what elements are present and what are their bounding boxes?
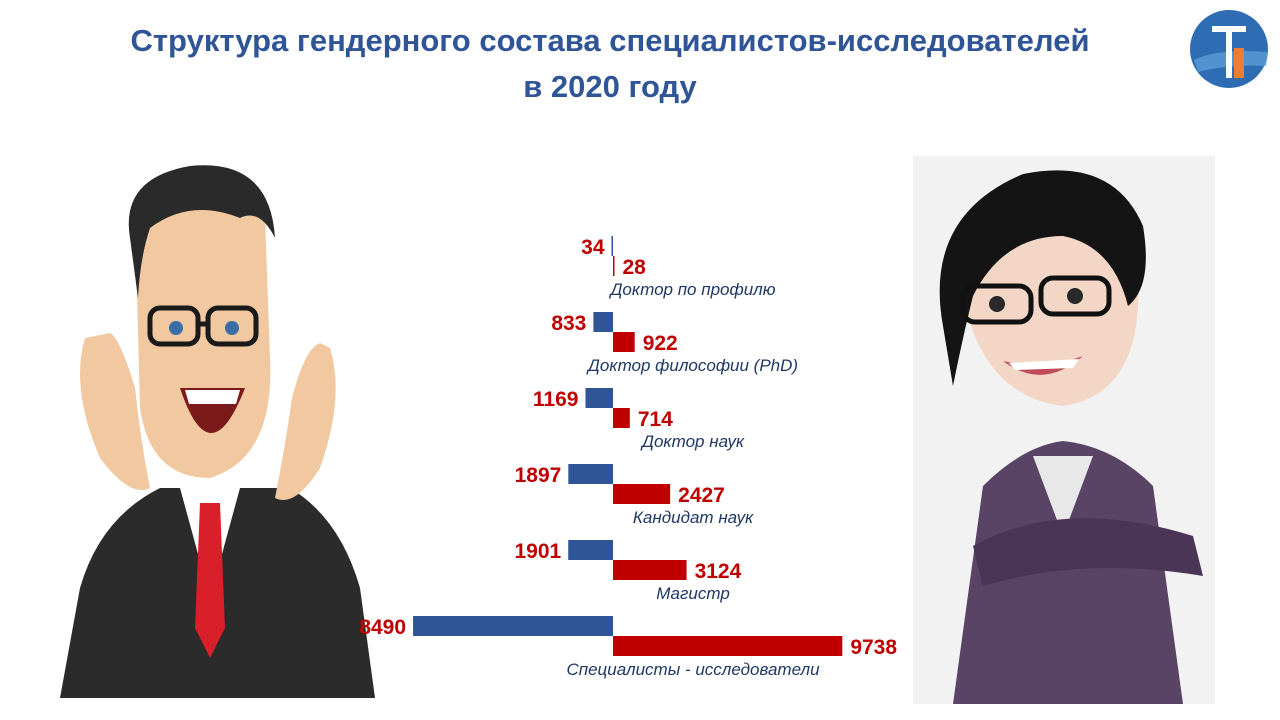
bar-left: [593, 312, 613, 332]
bar-left: [413, 616, 613, 636]
logo-icon: [1190, 10, 1268, 88]
bar-right-value-label: 922: [643, 332, 678, 355]
bar-right: [613, 484, 671, 504]
bar-left: [585, 388, 613, 408]
category-label: Доктор по профилю: [608, 280, 775, 299]
bar-left: [611, 236, 613, 256]
bar-left: [568, 464, 613, 484]
bar-right-value-label: 28: [623, 256, 647, 279]
bar-left-value-label: 34: [581, 236, 605, 259]
bar-left-value-label: 1897: [515, 464, 562, 487]
bar-right-value-label: 714: [638, 408, 673, 431]
bar-left-value-label: 8490: [359, 616, 406, 639]
title-line-2: в 2020 году: [523, 69, 697, 104]
title-line-1: Структура гендерного состава специалисто…: [130, 23, 1090, 58]
bar-right: [613, 256, 615, 276]
bar-left-value-label: 1901: [515, 540, 562, 563]
bar-right: [613, 408, 630, 428]
bar-right-value-label: 2427: [678, 484, 725, 507]
bar-right-value-label: 9738: [850, 636, 897, 659]
category-label: Доктор наук: [640, 432, 745, 451]
category-label: Специалисты - исследователи: [566, 660, 820, 679]
category-label: Доктор философии (PhD): [586, 356, 798, 375]
woman-illustration: [939, 170, 1203, 704]
bar-right: [613, 636, 843, 656]
category-label: Магистр: [656, 584, 730, 603]
bar-right: [613, 560, 687, 580]
man-illustration: [60, 165, 375, 698]
bar-left-value-label: 1169: [533, 388, 579, 411]
chart-title: Структура гендерного состава специалисто…: [60, 18, 1160, 110]
bar-right: [613, 332, 635, 352]
bar-left-value-label: 833: [551, 312, 586, 335]
category-label: Кандидат наук: [633, 508, 754, 527]
bar-right-value-label: 3124: [695, 560, 742, 583]
bar-left: [568, 540, 613, 560]
